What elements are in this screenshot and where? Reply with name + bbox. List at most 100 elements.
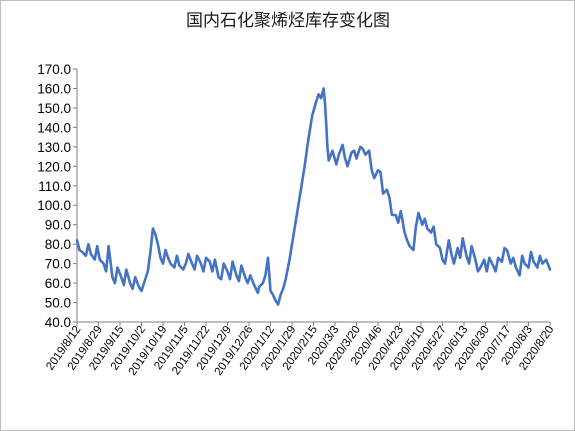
y-tick-label: 40.0 xyxy=(45,315,71,330)
data-point xyxy=(214,259,216,261)
data-point xyxy=(258,286,260,288)
data-point xyxy=(549,268,551,271)
data-point xyxy=(111,276,113,278)
data-point xyxy=(359,146,361,148)
data-point xyxy=(435,243,437,245)
data-point xyxy=(81,251,83,253)
data-point xyxy=(138,286,140,288)
data-point xyxy=(391,214,393,216)
series-group xyxy=(75,87,552,306)
data-point xyxy=(386,189,388,191)
data-point xyxy=(211,270,213,272)
data-point xyxy=(157,243,159,245)
data-point xyxy=(492,265,494,267)
data-point xyxy=(304,165,306,167)
data-point xyxy=(539,255,541,257)
data-point xyxy=(96,245,98,247)
data-point xyxy=(510,263,512,265)
data-point xyxy=(395,214,397,216)
data-point xyxy=(218,276,220,278)
data-point xyxy=(78,249,81,251)
data-point xyxy=(187,253,189,255)
data-point xyxy=(182,268,184,271)
data-point xyxy=(441,259,444,261)
y-tick-label: 120.0 xyxy=(37,159,71,174)
data-point xyxy=(373,177,375,179)
data-point xyxy=(541,263,544,265)
data-point xyxy=(282,288,284,290)
data-point xyxy=(495,270,497,272)
data-point xyxy=(400,210,402,212)
y-tick-label: 160.0 xyxy=(37,81,71,96)
data-point xyxy=(524,263,526,265)
data-point xyxy=(196,255,198,257)
data-point xyxy=(326,146,328,148)
data-point xyxy=(200,263,202,265)
data-point xyxy=(240,265,242,267)
data-point xyxy=(132,288,134,290)
data-point xyxy=(368,150,370,152)
data-point xyxy=(453,263,455,265)
data-point xyxy=(209,261,211,263)
data-point xyxy=(527,266,530,269)
data-point xyxy=(114,282,116,284)
data-point xyxy=(486,270,488,272)
data-point xyxy=(275,300,277,302)
data-point xyxy=(338,154,340,156)
data-point xyxy=(285,278,287,280)
y-tick-label: 80.0 xyxy=(45,237,71,252)
data-point xyxy=(247,282,249,284)
data-point xyxy=(178,265,180,267)
data-point xyxy=(477,270,479,272)
data-point xyxy=(220,278,222,280)
data-point xyxy=(105,270,107,272)
data-point xyxy=(223,263,225,265)
data-point xyxy=(205,257,207,259)
data-point xyxy=(176,255,178,257)
data-point xyxy=(164,249,167,251)
data-point xyxy=(521,255,523,257)
data-point xyxy=(388,196,390,198)
y-axis: 40.0 50.0 60.0 70.0 80.0 90.0 100.0 110.0 120.0 1… xyxy=(37,62,78,330)
data-point xyxy=(355,157,358,160)
data-point xyxy=(379,171,382,173)
data-point xyxy=(264,274,266,276)
data-point xyxy=(409,245,411,247)
data-point xyxy=(235,274,237,276)
data-point xyxy=(533,261,535,263)
y-tick-label: 110.0 xyxy=(38,179,71,194)
data-point xyxy=(430,231,432,234)
data-point xyxy=(362,148,364,150)
data-point xyxy=(325,120,327,123)
y-tick-label: 50.0 xyxy=(45,296,71,311)
data-point xyxy=(162,263,164,265)
data-point xyxy=(292,235,294,237)
data-point xyxy=(149,251,151,253)
y-tick-label: 70.0 xyxy=(45,257,71,272)
data-point xyxy=(191,263,193,265)
data-point xyxy=(87,243,89,245)
data-point xyxy=(272,294,274,296)
data-point xyxy=(307,138,309,140)
data-point xyxy=(415,226,417,228)
data-point xyxy=(457,247,459,249)
data-point xyxy=(85,255,87,257)
data-point xyxy=(267,257,269,259)
y-tick-label: 170.0 xyxy=(37,62,71,77)
data-point xyxy=(497,257,499,259)
data-point xyxy=(468,263,470,265)
data-point xyxy=(90,253,92,255)
data-point xyxy=(444,263,446,265)
data-point xyxy=(421,224,423,226)
data-point xyxy=(152,228,154,230)
data-point xyxy=(143,282,145,284)
data-point xyxy=(371,169,373,171)
data-point xyxy=(185,263,187,265)
data-point xyxy=(459,257,461,259)
data-point xyxy=(159,257,162,259)
data-point xyxy=(296,212,298,214)
data-point xyxy=(335,163,337,165)
data-point xyxy=(471,245,473,247)
data-point xyxy=(257,292,259,294)
data-point xyxy=(462,237,464,239)
